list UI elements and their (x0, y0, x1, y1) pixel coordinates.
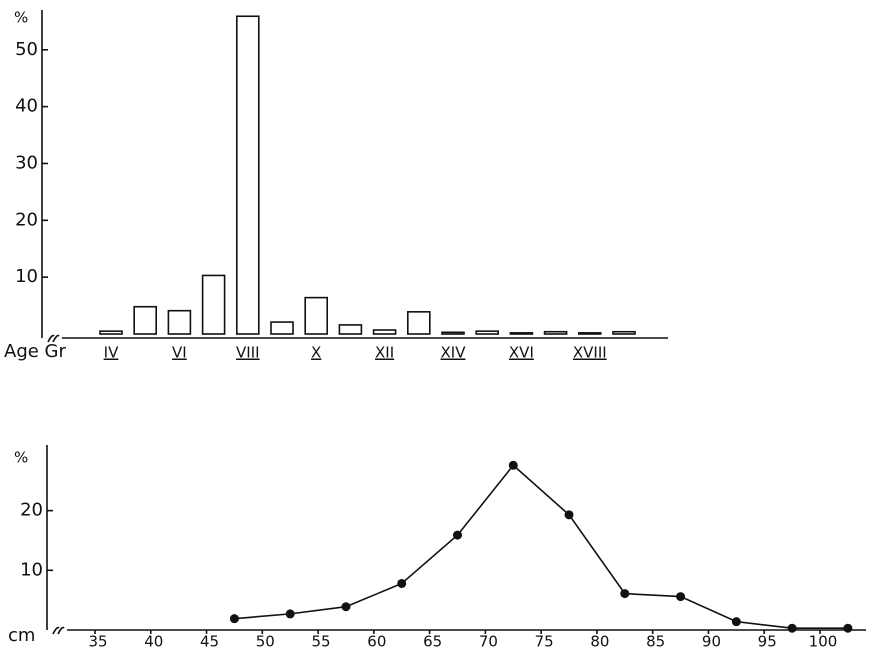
bar (99, 330, 123, 335)
x-tick-label: 95 (758, 633, 777, 651)
x-tick-label: VI (172, 344, 187, 362)
point (285, 609, 295, 619)
bar (270, 321, 294, 335)
x-tick-label: 60 (367, 633, 386, 651)
axis-break (47, 334, 60, 343)
y-tick-label: 40 (15, 96, 38, 117)
x-tick-label: XVIII (573, 344, 607, 362)
line (234, 464, 848, 630)
y-tick-label: 50 (15, 39, 38, 60)
bar (406, 311, 431, 335)
x-tick-label: 65 (423, 633, 442, 651)
y-axis-label: % (14, 449, 28, 467)
bar (577, 332, 602, 335)
x-tick-label: XVI (509, 344, 534, 362)
point (453, 530, 462, 540)
y-tick-label: 30 (15, 152, 38, 173)
bar (372, 329, 397, 335)
x-tick-label: VIII (236, 344, 260, 362)
y-tick-label: 20 (20, 500, 43, 521)
x-tick-label: 100 (809, 633, 838, 651)
x-tick-label: 55 (312, 633, 331, 651)
y-tick-label: 10 (20, 559, 43, 580)
point (731, 617, 741, 627)
bar (133, 305, 157, 335)
x-tick-label: XIV (441, 344, 467, 362)
bar (338, 324, 363, 335)
x-tick-label: 75 (535, 633, 554, 651)
point (620, 589, 630, 599)
bar (167, 309, 192, 335)
point (397, 578, 407, 588)
bar (236, 15, 260, 335)
bar (441, 331, 465, 335)
point (676, 592, 686, 602)
x-axis-label: cm (8, 625, 35, 646)
x-tick-label: 40 (144, 633, 163, 651)
x-tick-label: 70 (479, 633, 498, 651)
x-tick-label: 45 (200, 633, 219, 651)
point (843, 623, 853, 633)
x-tick-label: 85 (646, 633, 665, 651)
point (564, 510, 574, 520)
y-axis-label: % (14, 9, 28, 27)
point (229, 614, 239, 624)
bar (201, 274, 226, 335)
x-tick-label: 90 (702, 633, 721, 651)
x-tick-label: 50 (256, 633, 275, 651)
x-axis-label: Age Gr (4, 341, 66, 362)
axis-break (52, 626, 65, 635)
y-tick-label: 10 (15, 266, 38, 287)
x-tick-label: XII (375, 344, 394, 362)
bar (612, 330, 636, 335)
x-tick-label: IV (104, 344, 119, 362)
bar (509, 332, 534, 335)
x-tick-label: X (311, 344, 321, 362)
bar (543, 330, 568, 335)
point (341, 602, 351, 612)
x-tick-label: 80 (590, 633, 609, 651)
point (787, 623, 797, 633)
y-tick-label: 20 (15, 209, 38, 230)
x-tick-label: 35 (88, 633, 107, 651)
bar (475, 330, 500, 335)
point (508, 460, 518, 470)
bar (304, 296, 329, 335)
